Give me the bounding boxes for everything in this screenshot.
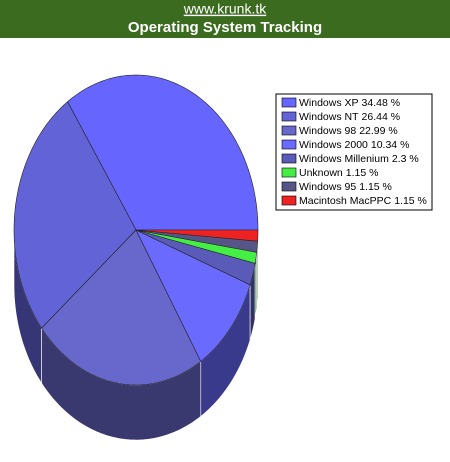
legend-entry: Windows 98 22.99 % (299, 125, 398, 137)
pie-slice (13, 101, 137, 329)
pie-slice (135, 229, 256, 286)
legend-label: Windows 98 (299, 125, 356, 137)
legend-entry: Windows XP 34.48 % (299, 97, 400, 109)
legend-swatch (281, 181, 297, 192)
legend-entry: Unknown 1.15 % (299, 167, 378, 179)
legend-swatch (281, 97, 297, 108)
legend-swatch (281, 125, 297, 136)
site-link[interactable]: www.krunk.tk (183, 1, 267, 17)
legend-entry: Macintosh MacPPC 1.15 % (299, 195, 427, 207)
legend-label: Windows 95 (299, 181, 356, 193)
legend-box (275, 93, 433, 211)
legend-swatch (281, 153, 297, 164)
legend-swatch (281, 167, 297, 178)
legend-label: Windows XP (299, 97, 359, 109)
legend-label: Macintosh MacPPC (299, 195, 392, 207)
legend: Windows XP 34.48 %Windows NT 26.44 %Window… (281, 97, 427, 207)
pie-slice (41, 229, 202, 386)
legend-label: Windows NT (299, 111, 359, 123)
pie-slice (135, 229, 259, 242)
legend-label: Windows 2000 (299, 139, 368, 151)
chart-title: Operating System Tracking (128, 19, 322, 36)
legend-value: 1.15 % (359, 181, 392, 193)
legend-swatch (281, 111, 297, 122)
legend-entry: Windows 95 1.15 % (299, 181, 392, 193)
legend-value: 10.34 % (371, 139, 410, 151)
legend-swatch (281, 195, 297, 206)
legend-label: Windows Millenium (299, 153, 389, 165)
legend-value: 1.15 % (346, 167, 379, 179)
legend-value: 1.15 % (394, 195, 427, 207)
pie-slice (67, 74, 259, 231)
legend-entry: Windows 2000 10.34 % (299, 139, 409, 151)
pie (13, 74, 259, 441)
legend-entry: Windows Millenium 2.3 % (299, 153, 419, 165)
legend-swatch (281, 139, 297, 150)
pie-slice (135, 229, 251, 362)
legend-value: 34.48 % (362, 97, 401, 109)
legend-value: 2.3 % (392, 153, 419, 165)
legend-label: Unknown (299, 167, 343, 179)
header-bar (0, 0, 450, 38)
legend-value: 26.44 % (362, 111, 401, 123)
legend-value: 22.99 % (359, 125, 398, 137)
legend-entry: Windows NT 26.44 % (299, 111, 400, 123)
